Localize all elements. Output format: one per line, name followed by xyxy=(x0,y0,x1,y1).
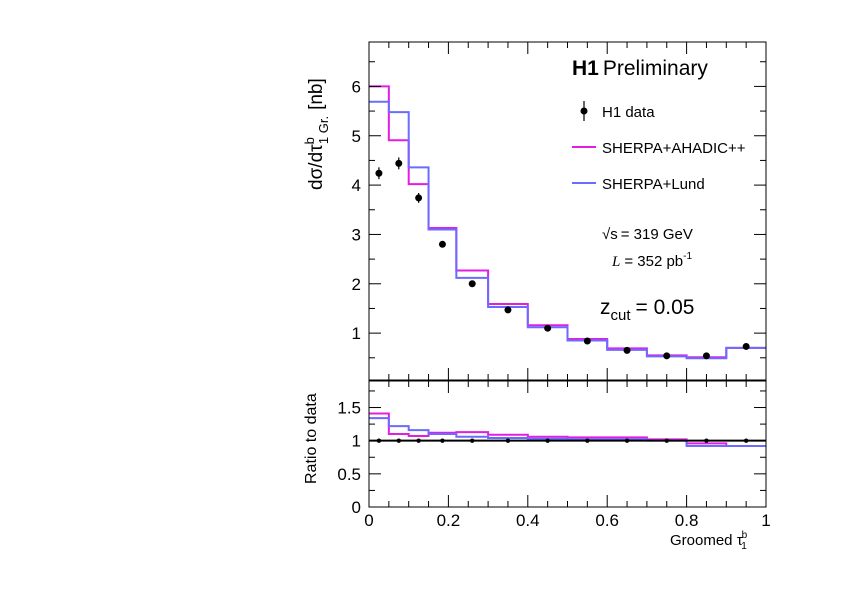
zcut-label: zcut = 0.05 xyxy=(600,296,695,324)
data-point xyxy=(663,352,671,360)
y-axis-label: dσ/dτb1 Gr.[nb] xyxy=(302,78,331,190)
luminosity-label: L = 352 pb-1 xyxy=(611,251,692,270)
ratio-y-tick-label: 0.5 xyxy=(337,465,361,484)
data-point xyxy=(623,346,631,354)
data-point xyxy=(415,194,423,202)
y-tick-label: 4 xyxy=(352,176,361,195)
y-tick-label: 2 xyxy=(352,275,361,294)
histogram-lund xyxy=(369,100,766,360)
y-tick-label: 6 xyxy=(352,77,361,96)
legend-item-data: H1 data xyxy=(580,101,655,121)
data-point xyxy=(395,159,403,167)
data-point xyxy=(504,306,512,314)
data-point xyxy=(544,324,552,332)
ratio-panel: 0 0.5 1 1.5 0 0.2 0.4 0.6 0.8 1 xyxy=(337,380,771,530)
energy-label: √s = 319 GeV xyxy=(602,226,693,243)
y-tick-label: 5 xyxy=(352,127,361,146)
legend-data-marker xyxy=(580,107,588,115)
x-tick-label: 0.8 xyxy=(675,511,699,530)
x-axis-label: Groomed τb 1 xyxy=(670,530,748,552)
data-point xyxy=(375,169,383,177)
legend-data-label: H1 data xyxy=(602,104,655,121)
ratio-y-tick-label: 0 xyxy=(352,498,361,517)
x-tick-label: 0.4 xyxy=(516,511,540,530)
y-tick-label: 1 xyxy=(352,324,361,343)
x-tick-label: 1 xyxy=(761,511,770,530)
x-tick-label: 0.2 xyxy=(437,511,461,530)
data-point xyxy=(702,352,710,360)
legend: H1 data SHERPA+AHADIC++ SHERPA+Lund xyxy=(572,101,746,193)
main-panel: 1 2 3 4 5 6 xyxy=(352,41,767,381)
data-point xyxy=(742,342,750,350)
x-tick-label: 0 xyxy=(364,511,373,530)
x-tick-label: 0.6 xyxy=(595,511,619,530)
legend-lund-label: SHERPA+Lund xyxy=(602,176,705,193)
data-point xyxy=(438,240,446,248)
ratio-y-axis-label: Ratio to data xyxy=(303,393,320,484)
legend-item-lund: SHERPA+Lund xyxy=(572,176,705,193)
data-point xyxy=(468,280,476,288)
experiment-label: H1 Preliminary xyxy=(572,57,708,80)
ratio-y-tick-label: 1.5 xyxy=(337,399,361,418)
y-tick-label: 3 xyxy=(352,225,361,244)
legend-item-ahadic: SHERPA+AHADIC++ xyxy=(572,140,746,157)
ratio-y-tick-label: 1 xyxy=(352,432,361,451)
data-point xyxy=(583,337,591,345)
legend-ahadic-label: SHERPA+AHADIC++ xyxy=(602,140,746,157)
